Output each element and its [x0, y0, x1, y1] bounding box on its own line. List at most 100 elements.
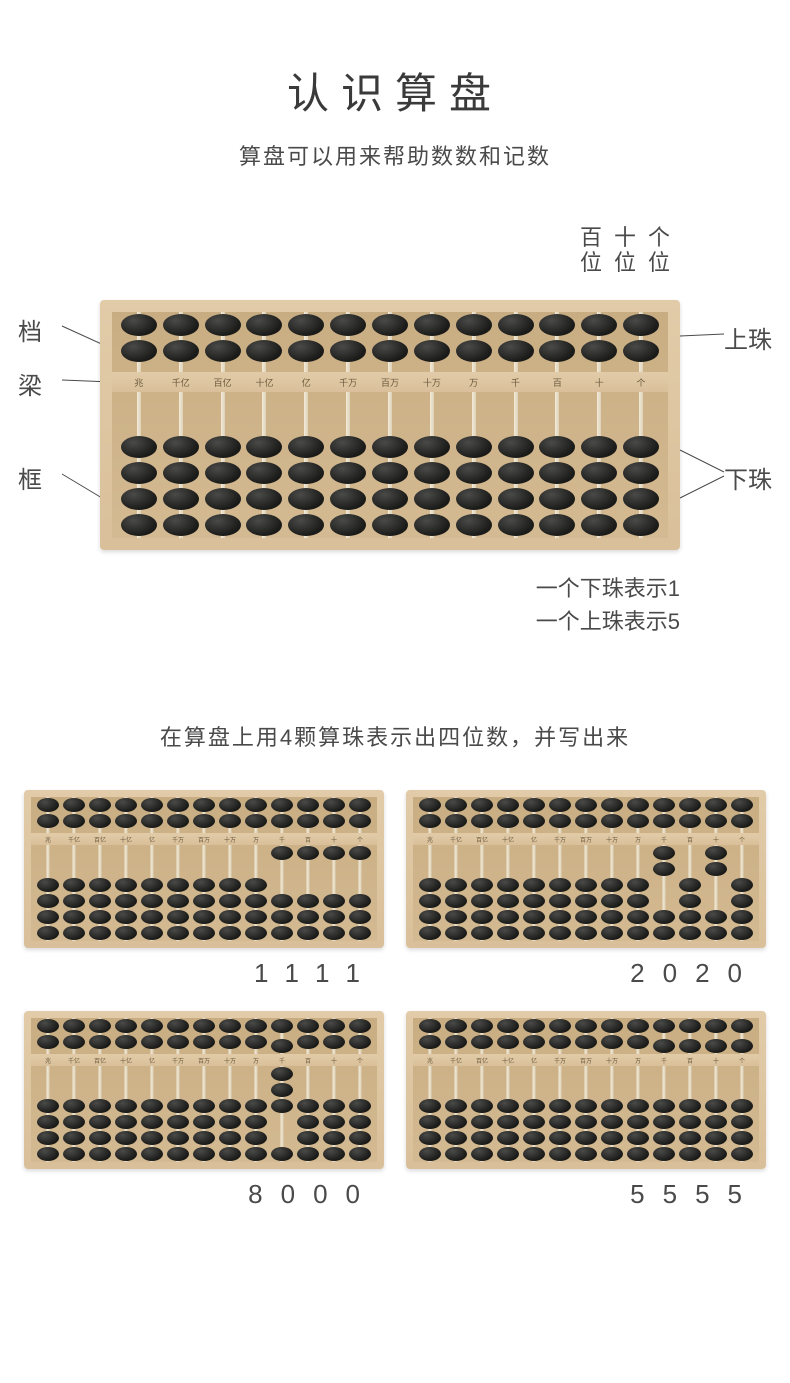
- lower-bead: [219, 926, 241, 940]
- example-answer: 8000: [24, 1179, 384, 1210]
- abacus-rod: [61, 797, 87, 941]
- lower-bead: [288, 436, 324, 458]
- exercise-title: 在算盘上用4颗算珠表示出四位数，并写出来: [0, 720, 790, 752]
- upper-bead: [627, 814, 649, 828]
- upper-bead: [414, 314, 450, 336]
- upper-bead: [63, 814, 85, 828]
- column-label: 亿: [139, 835, 165, 844]
- lower-bead: [167, 1147, 189, 1161]
- upper-bead: [219, 814, 241, 828]
- abacus-beam: 兆千亿百亿十亿亿千万百万十万万千百十个: [413, 1054, 759, 1066]
- upper-bead: [349, 798, 371, 812]
- example-cell: 兆千亿百亿十亿亿千万百万十万万千百十个 1111: [24, 790, 384, 989]
- abacus-rod: [703, 1018, 729, 1162]
- lower-bead: [245, 1115, 267, 1129]
- lower-bead: [575, 1099, 597, 1113]
- lower-bead: [414, 436, 450, 458]
- column-label: 万: [625, 1056, 651, 1065]
- column-label: 兆: [417, 835, 443, 844]
- abacus-rod: [191, 1018, 217, 1162]
- lower-bead: [349, 1147, 371, 1161]
- lower-bead: [575, 1131, 597, 1145]
- lower-bead: [271, 910, 293, 924]
- lower-bead: [121, 462, 157, 484]
- lower-bead: [193, 1147, 215, 1161]
- column-label: 十万: [411, 376, 453, 389]
- lower-bead: [575, 1147, 597, 1161]
- lower-bead: [37, 926, 59, 940]
- lower-bead: [330, 514, 366, 536]
- upper-bead: [679, 1019, 701, 1033]
- upper-bead: [456, 340, 492, 362]
- lower-bead: [679, 1099, 701, 1113]
- lower-bead: [37, 878, 59, 892]
- lower-bead: [141, 1147, 163, 1161]
- upper-bead: [141, 798, 163, 812]
- upper-bead: [330, 314, 366, 336]
- lower-bead: [679, 910, 701, 924]
- upper-bead: [705, 814, 727, 828]
- lower-bead: [705, 1147, 727, 1161]
- lower-bead: [627, 1115, 649, 1129]
- lower-bead: [419, 1147, 441, 1161]
- upper-bead: [330, 340, 366, 362]
- lower-bead: [497, 1131, 519, 1145]
- lower-bead: [330, 488, 366, 510]
- lower-bead: [167, 1131, 189, 1145]
- lower-bead: [523, 1115, 545, 1129]
- lower-bead: [653, 1131, 675, 1145]
- upper-bead: [549, 814, 571, 828]
- upper-bead: [705, 1019, 727, 1033]
- bead-value-notes: 一个下珠表示1 一个上珠表示5: [536, 572, 680, 638]
- abacus-rod: [243, 1018, 269, 1162]
- upper-bead: [245, 1019, 267, 1033]
- lower-bead: [705, 862, 727, 876]
- example-abacus: 兆千亿百亿十亿亿千万百万十万万千百十个: [406, 1011, 766, 1169]
- lower-bead: [731, 1099, 753, 1113]
- lower-bead: [121, 436, 157, 458]
- abacus-rod: [269, 1018, 295, 1162]
- upper-bead: [523, 814, 545, 828]
- upper-bead: [323, 1035, 345, 1049]
- upper-bead: [372, 314, 408, 336]
- upper-bead: [627, 798, 649, 812]
- lower-bead: [627, 1131, 649, 1145]
- lower-bead: [63, 878, 85, 892]
- lower-bead: [497, 926, 519, 940]
- lower-bead: [89, 894, 111, 908]
- upper-bead: [167, 798, 189, 812]
- column-label: 千亿: [160, 376, 202, 389]
- abacus-rod: [599, 797, 625, 941]
- column-label: 十万: [217, 1056, 243, 1065]
- abacus-rod: [295, 1018, 321, 1162]
- lower-bead: [193, 894, 215, 908]
- lower-bead: [456, 462, 492, 484]
- column-label: 个: [620, 376, 662, 389]
- upper-bead: [601, 814, 623, 828]
- upper-bead: [575, 798, 597, 812]
- column-label: 十: [321, 835, 347, 844]
- upper-bead: [193, 1019, 215, 1033]
- lower-bead: [445, 910, 467, 924]
- lower-bead: [471, 894, 493, 908]
- upper-bead: [601, 798, 623, 812]
- lower-bead: [679, 878, 701, 892]
- lower-bead: [245, 878, 267, 892]
- column-label: 万: [243, 835, 269, 844]
- column-label: 万: [243, 1056, 269, 1065]
- lower-bead: [731, 878, 753, 892]
- lower-bead: [575, 1115, 597, 1129]
- lower-bead: [549, 926, 571, 940]
- upper-bead: [575, 1019, 597, 1033]
- lower-bead: [63, 910, 85, 924]
- abacus-rod: [417, 797, 443, 941]
- column-label: 百: [536, 376, 578, 389]
- abacus-rod: [677, 797, 703, 941]
- lower-bead: [549, 894, 571, 908]
- lower-bead: [271, 846, 293, 860]
- lower-bead: [498, 488, 534, 510]
- lower-bead: [89, 1147, 111, 1161]
- example-cell: 兆千亿百亿十亿亿千万百万十万万千百十个 2020: [406, 790, 766, 989]
- lower-bead: [575, 926, 597, 940]
- lower-bead: [653, 846, 675, 860]
